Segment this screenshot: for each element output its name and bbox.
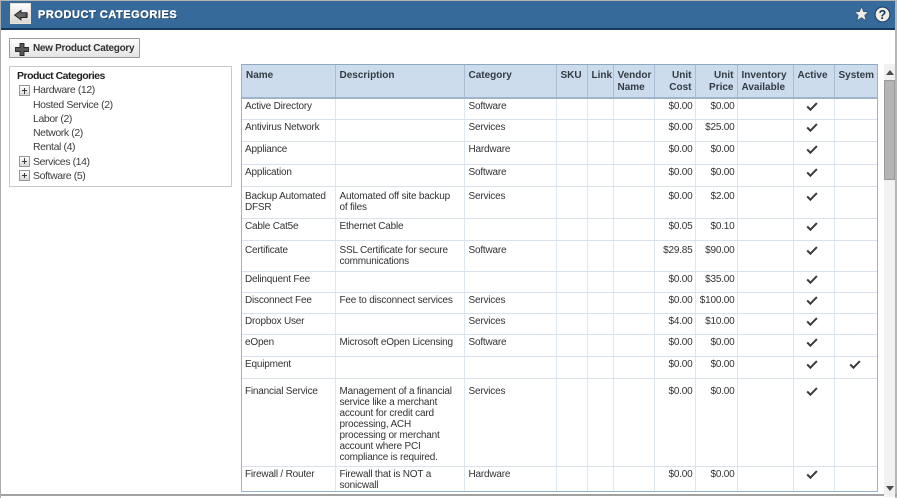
svg-text:?: ? [879, 8, 887, 22]
